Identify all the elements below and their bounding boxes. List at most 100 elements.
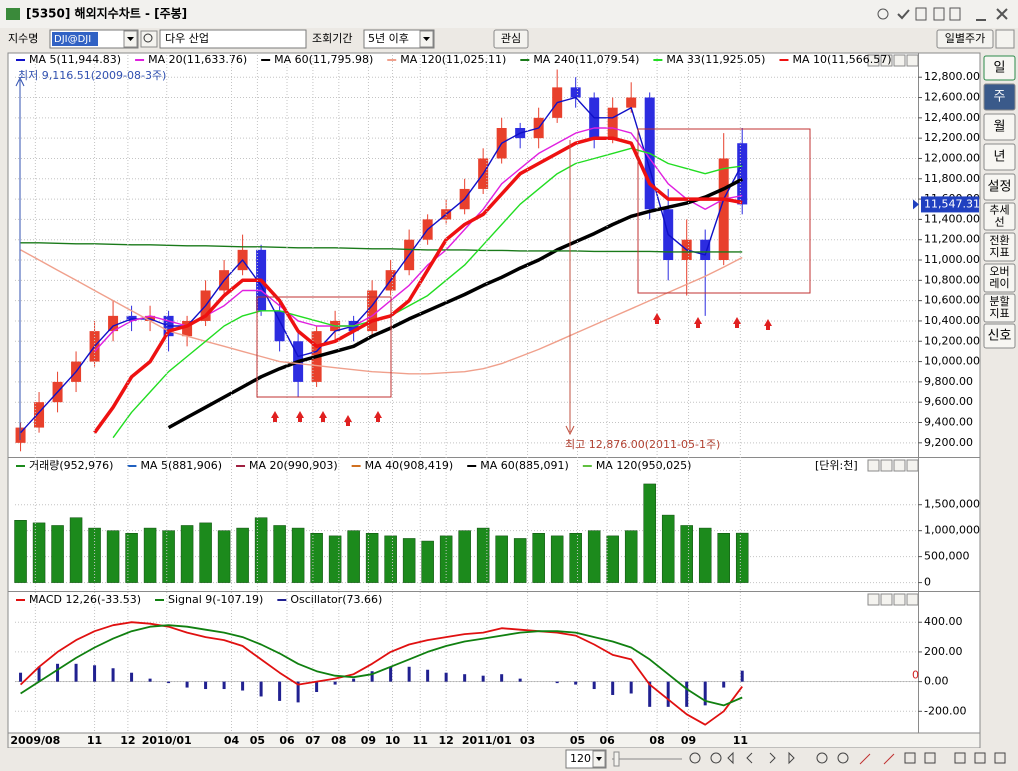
panel-button[interactable] bbox=[880, 459, 893, 472]
volume-bar bbox=[180, 525, 194, 583]
x-tick-label: 06 bbox=[599, 734, 615, 747]
panel-button[interactable] bbox=[880, 54, 893, 67]
app-icon bbox=[6, 8, 20, 20]
check-icon[interactable] bbox=[897, 9, 910, 20]
panel-button[interactable] bbox=[893, 459, 906, 472]
next[interactable] bbox=[769, 752, 776, 764]
dropdown-arrow bbox=[127, 37, 134, 41]
zoom-in[interactable] bbox=[689, 752, 701, 764]
panel-button[interactable] bbox=[880, 593, 893, 606]
print[interactable] bbox=[974, 752, 986, 764]
tool[interactable] bbox=[904, 752, 916, 764]
side-button[interactable] bbox=[983, 143, 1016, 171]
side-button-label: 레이 bbox=[989, 277, 1009, 290]
zoom-reset[interactable] bbox=[837, 752, 849, 764]
daily-button[interactable] bbox=[936, 29, 994, 49]
x-tick-label: 05 bbox=[570, 734, 585, 747]
panel-button[interactable] bbox=[867, 459, 880, 472]
legend-label: MA 33(11,925.05) bbox=[666, 53, 765, 66]
memo-icon[interactable] bbox=[915, 7, 927, 21]
search-button[interactable] bbox=[140, 30, 158, 48]
highlight-box bbox=[637, 128, 811, 294]
y-tick-label: 9,400.00 bbox=[924, 416, 973, 429]
side-button[interactable] bbox=[983, 113, 1016, 141]
first[interactable] bbox=[727, 751, 734, 765]
panel-button[interactable] bbox=[906, 459, 919, 472]
oscillator-bar bbox=[204, 681, 208, 690]
slider-thumb[interactable] bbox=[613, 751, 620, 767]
panel-button[interactable] bbox=[893, 593, 906, 606]
side-button[interactable] bbox=[983, 83, 1016, 111]
print-icon[interactable] bbox=[949, 7, 961, 21]
side-button[interactable] bbox=[983, 293, 1016, 323]
copy-icon[interactable] bbox=[933, 7, 945, 21]
side-button[interactable] bbox=[983, 55, 1016, 81]
window-controls[interactable] bbox=[877, 7, 1008, 21]
oscillator-bar bbox=[222, 681, 226, 690]
volume-bar bbox=[606, 535, 619, 583]
draw-tool[interactable] bbox=[859, 753, 871, 765]
save[interactable] bbox=[994, 752, 1006, 764]
volume-bar bbox=[624, 530, 638, 583]
option-button[interactable] bbox=[995, 29, 1015, 49]
side-button-label: 지표 bbox=[989, 307, 1009, 320]
side-button[interactable] bbox=[983, 173, 1016, 201]
side-button[interactable] bbox=[983, 323, 1016, 349]
y-tick-label: 12,600.00 bbox=[924, 91, 980, 104]
volume-bar bbox=[643, 483, 656, 583]
oscillator-bar bbox=[185, 681, 189, 688]
last[interactable] bbox=[788, 751, 795, 765]
trend-tool[interactable] bbox=[883, 753, 895, 765]
panel-button[interactable] bbox=[893, 54, 906, 67]
side-button[interactable] bbox=[983, 263, 1016, 293]
legend-label: MA 40(908,419) bbox=[365, 459, 454, 472]
side-button[interactable] bbox=[983, 202, 1016, 231]
x-tick-label: 08 bbox=[331, 734, 346, 747]
x-tick-label: 07 bbox=[305, 734, 320, 747]
volume-bar bbox=[236, 527, 249, 583]
index-label: 지수명 bbox=[8, 32, 38, 45]
panel-button[interactable] bbox=[906, 54, 919, 67]
close-icon[interactable] bbox=[996, 8, 1008, 20]
settings[interactable] bbox=[954, 752, 966, 764]
low-marker-arrow bbox=[15, 76, 25, 87]
x-tick-label: 05 bbox=[250, 734, 265, 747]
legend-label: MACD 12,26(-33.53) bbox=[29, 593, 141, 606]
side-button[interactable] bbox=[983, 232, 1016, 262]
plot: 9,200.00 9,400.00 9,600.00 9,800.00 10,000.0… bbox=[10, 53, 980, 747]
name-box bbox=[159, 29, 307, 49]
period-select[interactable] bbox=[363, 29, 435, 49]
oscillator-bar bbox=[407, 666, 411, 682]
high-label: 최고 12,876.00(2011-05-1주) bbox=[565, 438, 720, 451]
oscillator-bar bbox=[426, 669, 430, 682]
volume-bar bbox=[254, 517, 268, 583]
panel-button[interactable] bbox=[867, 54, 880, 67]
dropdown-arrow bbox=[596, 757, 602, 761]
volume-bar bbox=[162, 530, 175, 583]
oscillator-bar bbox=[592, 681, 596, 690]
zoom-box[interactable] bbox=[816, 752, 828, 764]
high-marker-arrow bbox=[565, 425, 575, 436]
title-bar bbox=[0, 0, 1018, 28]
bottom-tools[interactable] bbox=[689, 751, 1006, 765]
last-price-box bbox=[921, 196, 979, 213]
panel-button[interactable] bbox=[906, 593, 919, 606]
zoom-out[interactable] bbox=[710, 752, 722, 764]
y-tick-label: -200.00 bbox=[924, 704, 966, 717]
panel-button[interactable] bbox=[867, 593, 880, 606]
dropdown-arrow bbox=[423, 37, 430, 41]
watch-button[interactable] bbox=[493, 29, 529, 49]
prev[interactable] bbox=[746, 752, 753, 764]
volume-bar bbox=[661, 514, 675, 583]
oscillator-bar bbox=[259, 681, 263, 697]
oscillator-bar bbox=[444, 672, 448, 682]
y-tick-label: 9,800.00 bbox=[924, 375, 973, 388]
panel-buttons[interactable] bbox=[867, 54, 919, 606]
link-icon[interactable] bbox=[877, 8, 889, 20]
side-button-label: 선 bbox=[994, 216, 1004, 229]
tool[interactable] bbox=[924, 752, 936, 764]
side-button-label: 추세 bbox=[989, 204, 1009, 217]
y-tick-label: 0 bbox=[924, 576, 931, 589]
legend-label: MA 120(11,025.11) bbox=[400, 53, 506, 66]
